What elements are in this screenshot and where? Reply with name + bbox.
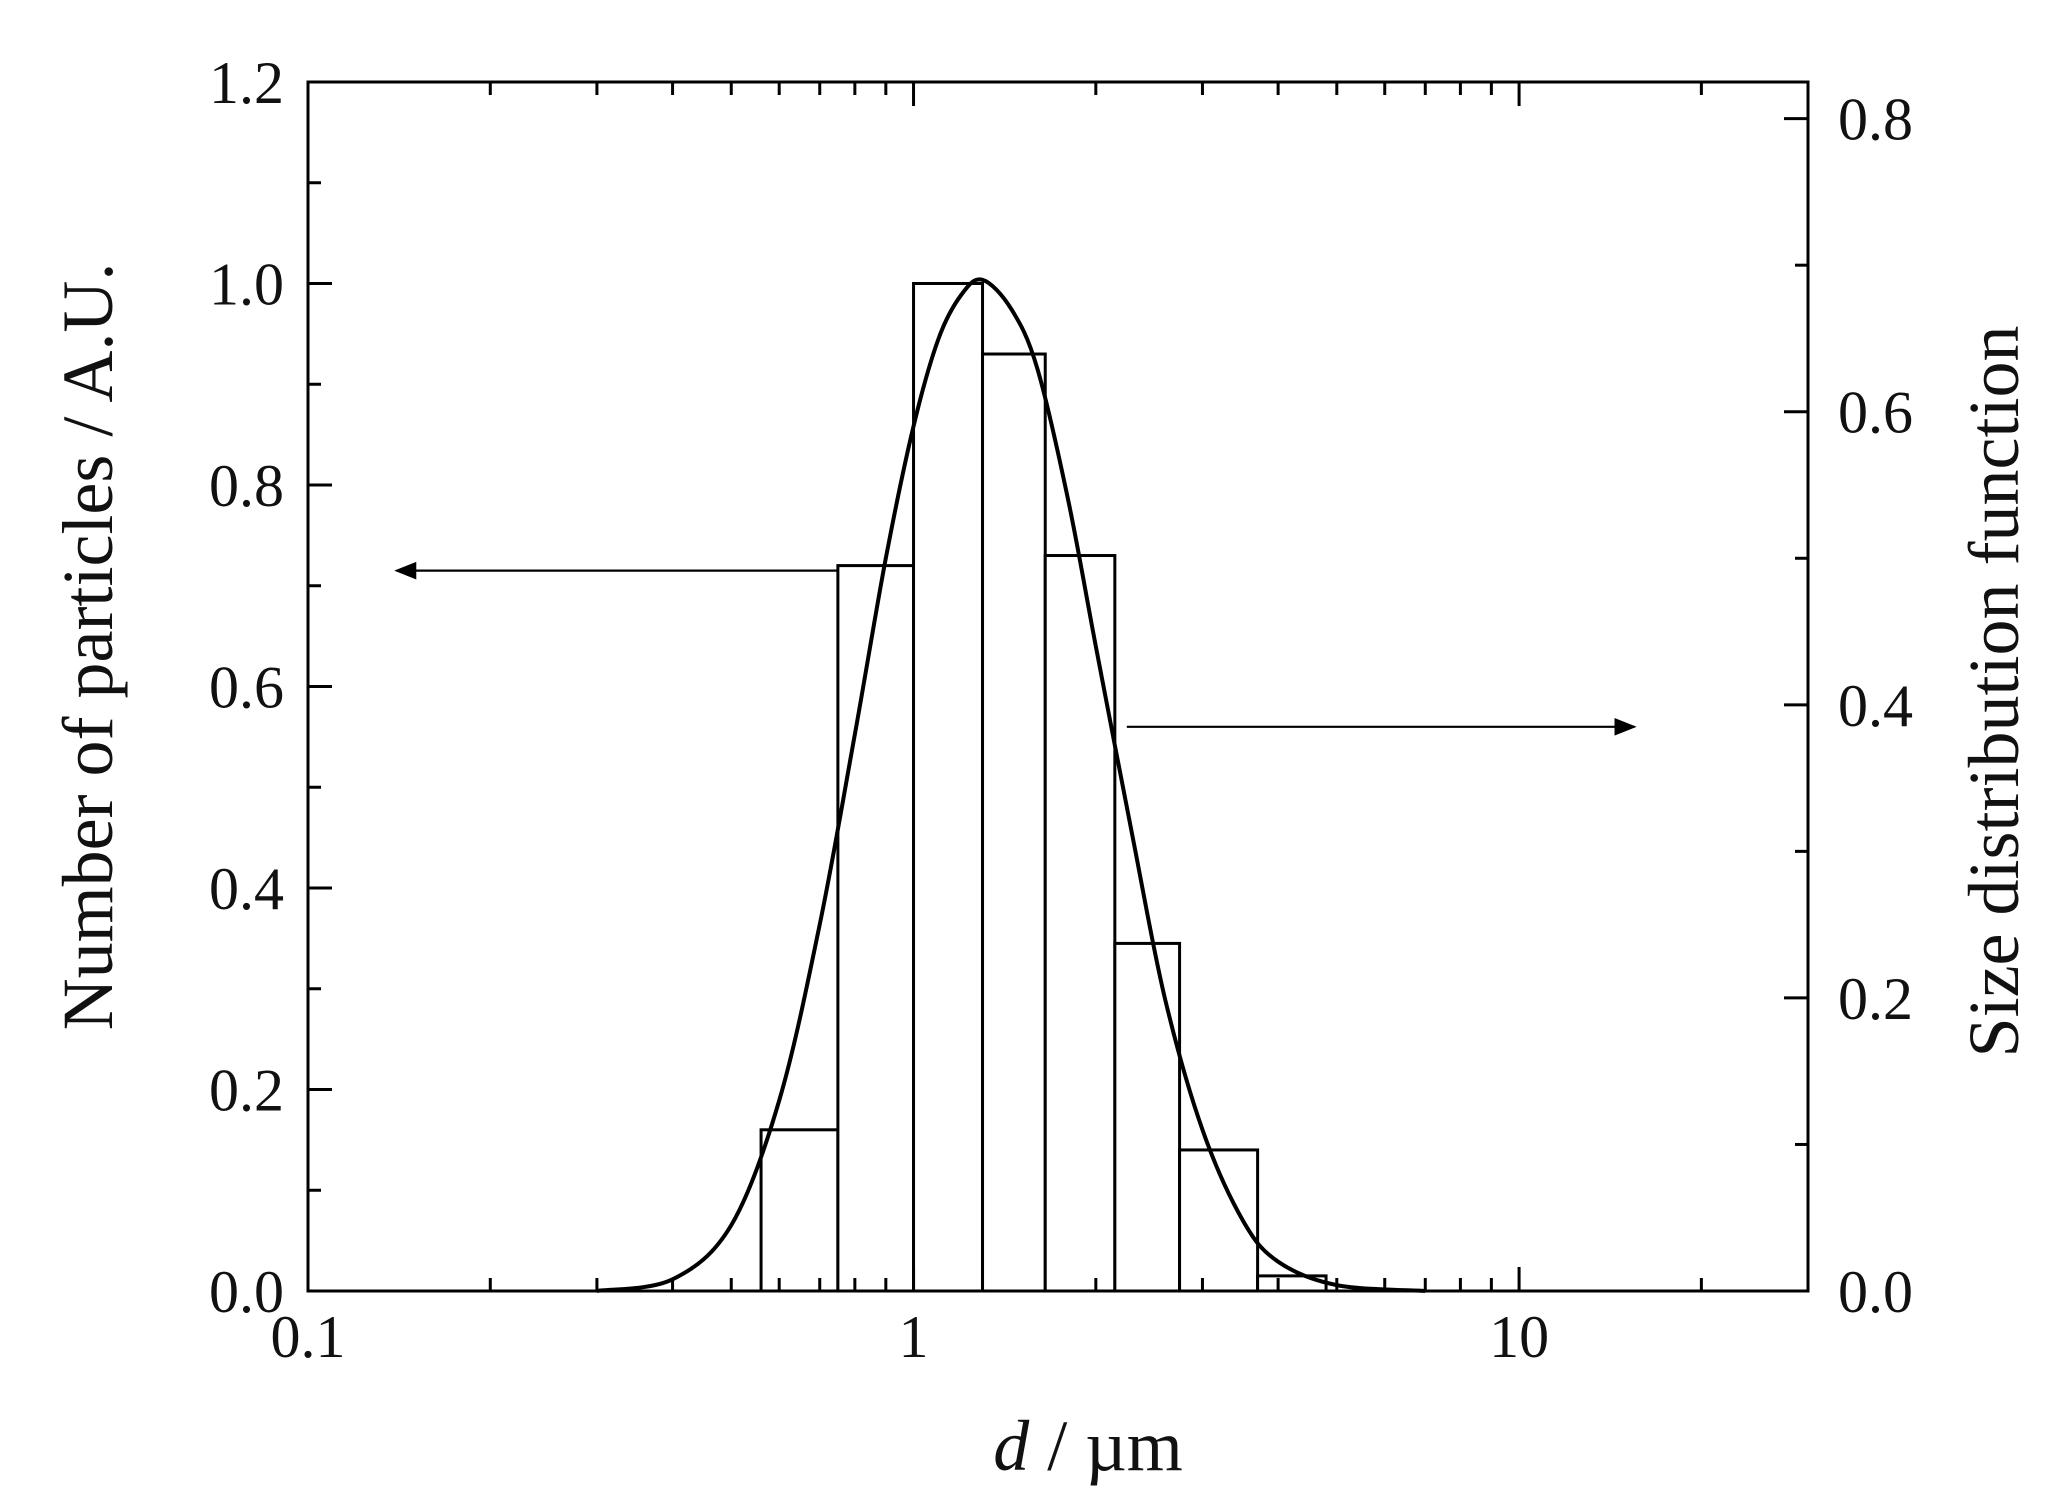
- x-tick-label: 0.1: [271, 1304, 346, 1370]
- axis-ticks: [306, 80, 1810, 1293]
- y-axis-left-title: Number of particles / A.U.: [48, 263, 128, 1031]
- y-right-tick-label: 0.2: [1838, 966, 1913, 1032]
- y-right-tick-label: 0.8: [1838, 87, 1913, 153]
- histogram-bar-6: [1113, 941, 1182, 1293]
- x-axis-title-symbol: d: [993, 1406, 1030, 1486]
- histogram-bar-5: [1043, 554, 1117, 1293]
- histogram-bar-2: [836, 564, 916, 1293]
- fit-curve-layer: [596, 277, 1426, 1293]
- histogram-bar-1: [759, 1128, 840, 1293]
- tick-labels: 0.1 1 10 0.0 0.2 0.4 0.6 0.8 1.0 1.2 0.0 0.2 0.4 0.6 0…: [209, 50, 1913, 1370]
- annotation-arrows: [394, 561, 1637, 736]
- y-left-tick-label: 0.2: [209, 1058, 284, 1124]
- y-right-tick-label: 0.0: [1838, 1259, 1913, 1325]
- histogram-bar-3: [912, 282, 985, 1293]
- y-left-tick-label: 0.8: [209, 453, 284, 519]
- x-tick-label: 10: [1489, 1304, 1549, 1370]
- fit-curve-line: [596, 277, 1426, 1293]
- y-left-tick-label: 1.2: [209, 50, 284, 116]
- y-axis-right-title: Size distribution function: [1954, 326, 2034, 1058]
- histogram-bars: [759, 282, 1328, 1293]
- y-left-tick-label: 1.0: [209, 252, 284, 318]
- x-tick-label: 1: [899, 1304, 929, 1370]
- x-axis-title-unit: / µm: [1029, 1406, 1183, 1486]
- y-right-tick-label: 0.6: [1838, 380, 1913, 446]
- histogram-bar-4: [981, 352, 1047, 1293]
- y-left-tick-label: 0.4: [209, 856, 284, 922]
- y-left-tick-label: 0.0: [209, 1259, 284, 1325]
- x-axis-title: d / µm: [993, 1406, 1183, 1486]
- y-left-tick-label: 0.6: [209, 655, 284, 721]
- y-right-tick-label: 0.4: [1838, 673, 1913, 739]
